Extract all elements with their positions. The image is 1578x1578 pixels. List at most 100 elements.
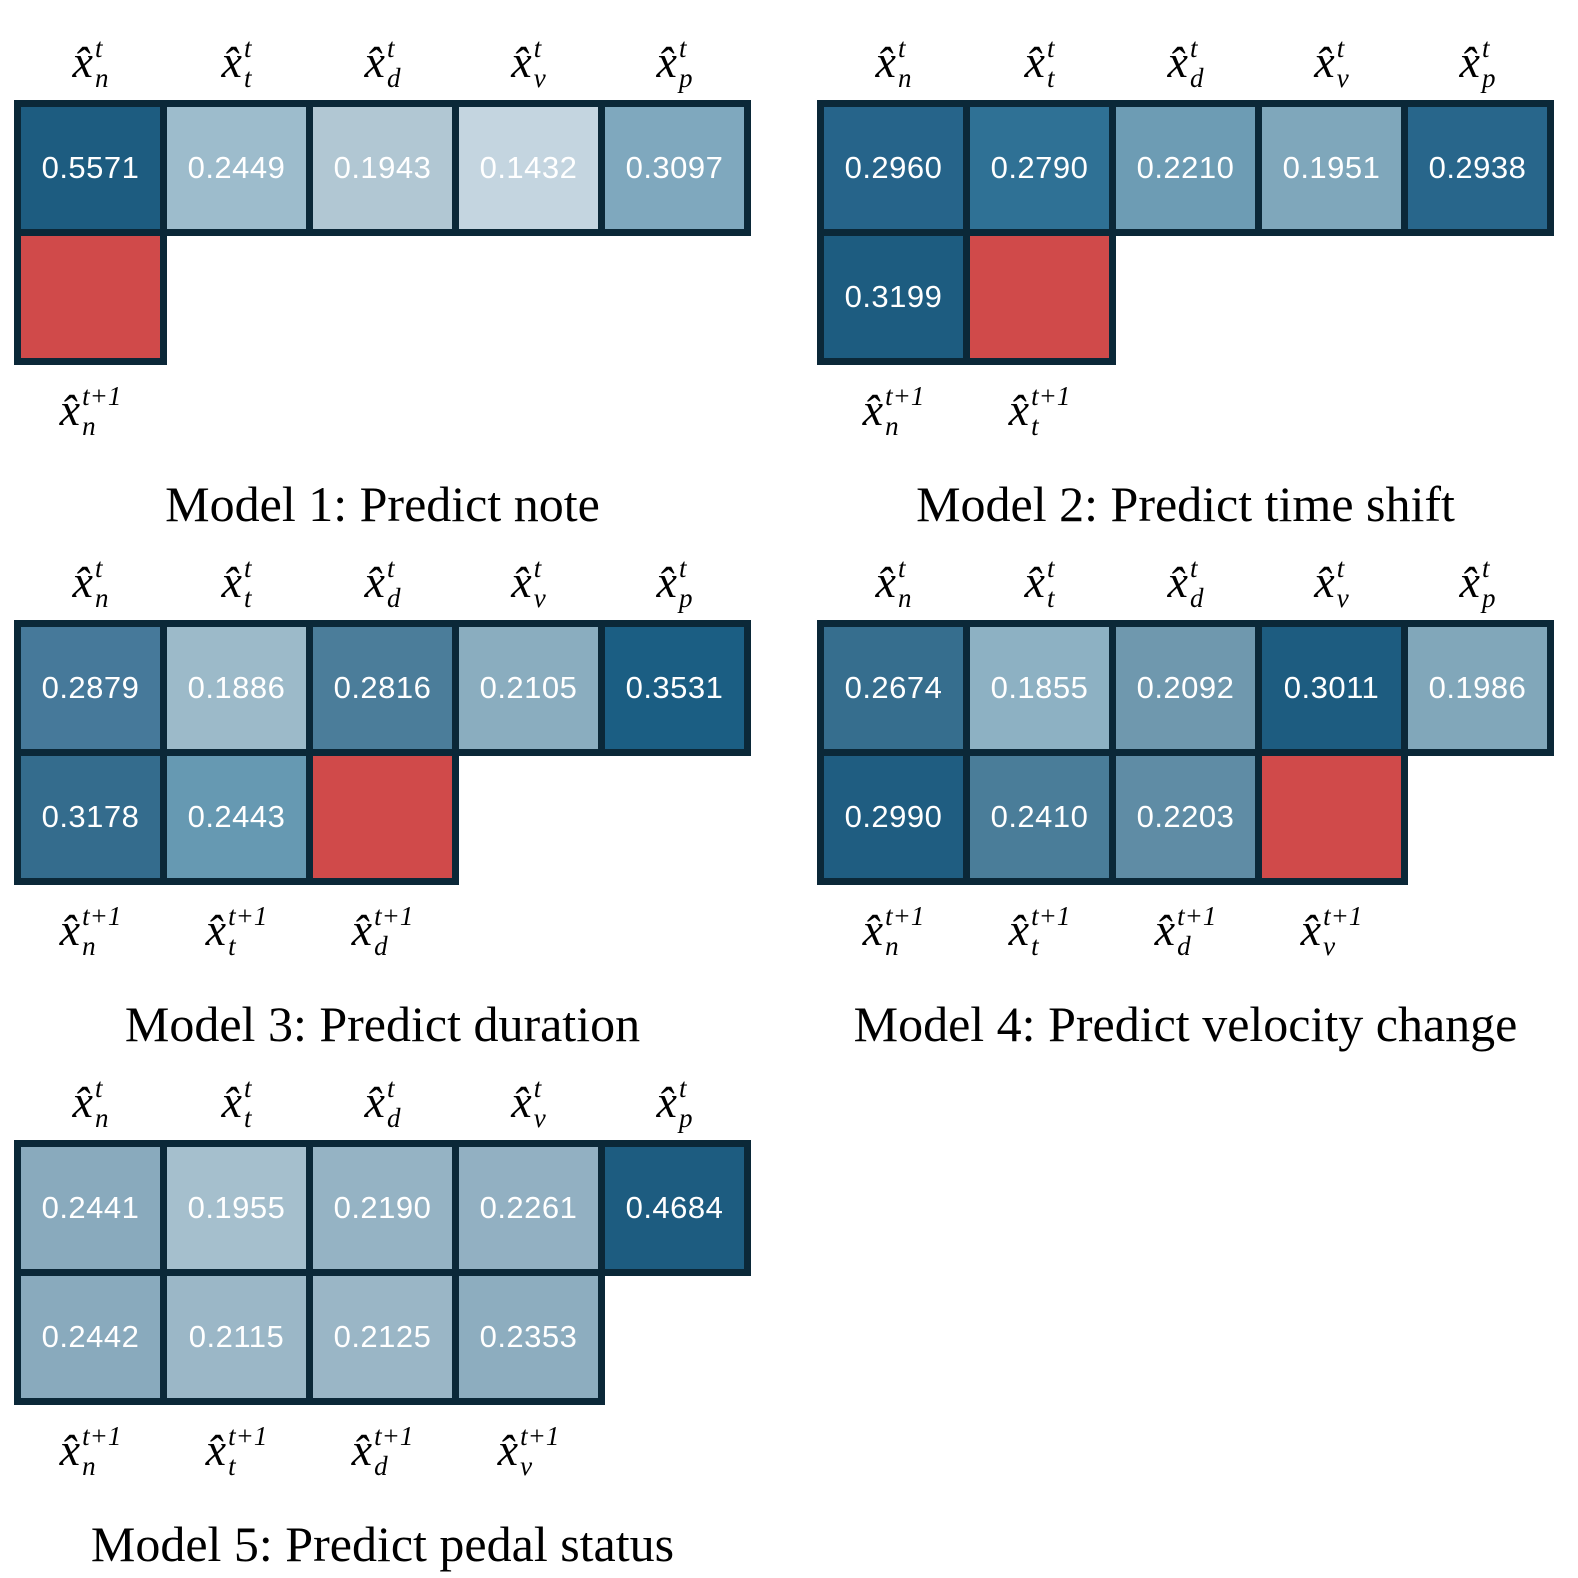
label-slot-d: x̂ t+1 d	[313, 889, 452, 995]
math-subscript: d	[1189, 583, 1204, 613]
math-label-x-p-t: x̂ t p	[1460, 555, 1496, 612]
heatmap-row-t: 0.2960 0.2790 0.2210 0.1951 0.2938	[817, 100, 1554, 236]
weight-cell-d: 0.2125	[313, 1276, 452, 1398]
weight-cell-t: 0.2410	[970, 756, 1109, 878]
math-superscript: t	[678, 33, 687, 63]
math-scripts: t+1 v	[520, 1423, 559, 1480]
weight-value: 0.2960	[844, 150, 943, 185]
weight-value: 0.3199	[844, 279, 943, 314]
math-label-x-n-t: x̂ t n	[876, 35, 912, 92]
label-slot-d: x̂ t d	[313, 1046, 452, 1140]
label-slot-v: x̂ t v	[459, 1046, 598, 1140]
math-base-xhat: x̂	[1459, 555, 1480, 607]
math-base-xhat: x̂	[875, 35, 896, 87]
weight-value: 0.2441	[41, 1190, 140, 1225]
label-slot-v: x̂ t+1 v	[1262, 889, 1401, 995]
math-superscript: t	[386, 1073, 395, 1103]
target-cell-n	[21, 236, 160, 358]
heatmap-row-t-plus-1: 0.2442 0.2115 0.2125 0.2353	[14, 1269, 605, 1405]
model-3-grid: 0.2879 0.1886 0.2816 0.2105 0.3531 0.3178 0.24…	[14, 620, 751, 885]
heatmap-row-t-plus-1: 0.3199	[817, 229, 1116, 365]
heatmap-row-t: 0.2441 0.1955 0.2190 0.2261 0.4684	[14, 1140, 751, 1276]
math-base-xhat: x̂	[205, 903, 227, 955]
model-3-input-labels: x̂ t n x̂ t t x̂ t d x̂ t v x̂ t p	[14, 526, 751, 620]
math-label-x-t-t: x̂ t t	[1025, 555, 1055, 612]
weight-cell-n: 0.3178	[21, 756, 160, 878]
target-cell-v	[1262, 756, 1401, 878]
model-4-caption: Model 4: Predict velocity change	[853, 996, 1518, 1052]
weight-cell-d: 0.2092	[1116, 627, 1255, 749]
math-base-xhat: x̂	[364, 555, 385, 607]
math-subscript: t	[228, 931, 236, 961]
math-scripts: t+1 n	[82, 903, 121, 960]
math-superscript: t	[243, 1073, 252, 1103]
weight-cell-n: 0.3199	[824, 236, 963, 358]
math-subscript: v	[1323, 931, 1336, 961]
math-subscript: t	[243, 583, 252, 613]
weight-value: 0.3011	[1283, 670, 1380, 705]
weight-value: 0.2261	[479, 1190, 578, 1225]
model-1-heatmap: x̂ t n x̂ t t x̂ t d x̂ t v x̂ t p 0.5571 0.2449 0.1943 0…	[14, 6, 751, 532]
math-subscript: v	[533, 583, 546, 613]
math-superscript: t	[678, 1073, 687, 1103]
label-slot-n: x̂ t n	[824, 6, 963, 100]
math-superscript: t	[678, 553, 687, 583]
math-superscript: t	[1189, 553, 1198, 583]
math-subscript: d	[374, 931, 388, 961]
weight-value: 0.1955	[187, 1190, 286, 1225]
math-label-x-d-t: x̂ t d	[1168, 555, 1204, 612]
math-superscript: t	[1046, 33, 1055, 63]
weight-value: 0.5571	[41, 150, 140, 185]
weight-value: 0.2125	[333, 1319, 432, 1354]
math-label-x-p-t: x̂ t p	[1460, 35, 1496, 92]
math-subscript: p	[678, 583, 693, 613]
weight-cell-n: 0.2442	[21, 1276, 160, 1398]
weight-value: 0.2879	[41, 670, 140, 705]
math-subscript: d	[1189, 63, 1204, 93]
model-5-caption: Model 5: Predict pedal status	[90, 1516, 675, 1572]
math-subscript: t	[1046, 63, 1055, 93]
math-scripts: t+1 n	[82, 1423, 121, 1480]
math-subscript: t	[243, 1103, 252, 1133]
label-slot-n: x̂ t n	[21, 526, 160, 620]
math-subscript: t	[243, 63, 252, 93]
weight-cell-d: 0.2816	[313, 627, 452, 749]
math-label-x-d-t: x̂ t d	[1168, 35, 1204, 92]
math-superscript: t+1	[885, 381, 925, 411]
math-base-xhat: x̂	[364, 35, 385, 87]
math-superscript: t	[243, 33, 252, 63]
weight-value: 0.1943	[333, 150, 432, 185]
math-subscript: n	[94, 1103, 109, 1133]
label-slot-t: x̂ t t	[167, 6, 306, 100]
math-subscript: v	[1336, 583, 1349, 613]
math-base-xhat: x̂	[351, 1423, 373, 1475]
weight-cell-t: 0.2449	[167, 107, 306, 229]
math-scripts: t+1 n	[885, 383, 924, 440]
math-scripts: t+1 t	[228, 1423, 267, 1480]
heatmap-row-t-plus-1	[14, 229, 167, 365]
math-label-x-n-t-plus-1: x̂ t+1 n	[863, 903, 925, 960]
weight-value: 0.2105	[479, 670, 578, 705]
heatmap-row-t: 0.5571 0.2449 0.1943 0.1432 0.3097	[14, 100, 751, 236]
math-base-xhat: x̂	[351, 903, 373, 955]
math-label-x-n-t-plus-1: x̂ t+1 n	[60, 383, 122, 440]
weight-value: 0.2353	[479, 1319, 578, 1354]
label-slot-n: x̂ t n	[824, 526, 963, 620]
math-superscript: t+1	[885, 901, 925, 931]
math-scripts: t+1 n	[885, 903, 924, 960]
math-label-x-n-t: x̂ t n	[876, 555, 912, 612]
weight-cell-d: 0.2203	[1116, 756, 1255, 878]
math-superscript: t	[897, 33, 906, 63]
label-slot-t: x̂ t t	[970, 6, 1109, 100]
math-superscript: t	[1481, 553, 1490, 583]
math-label-x-t-t: x̂ t t	[222, 35, 252, 92]
math-base-xhat: x̂	[1459, 35, 1480, 87]
math-superscript: t	[533, 553, 542, 583]
